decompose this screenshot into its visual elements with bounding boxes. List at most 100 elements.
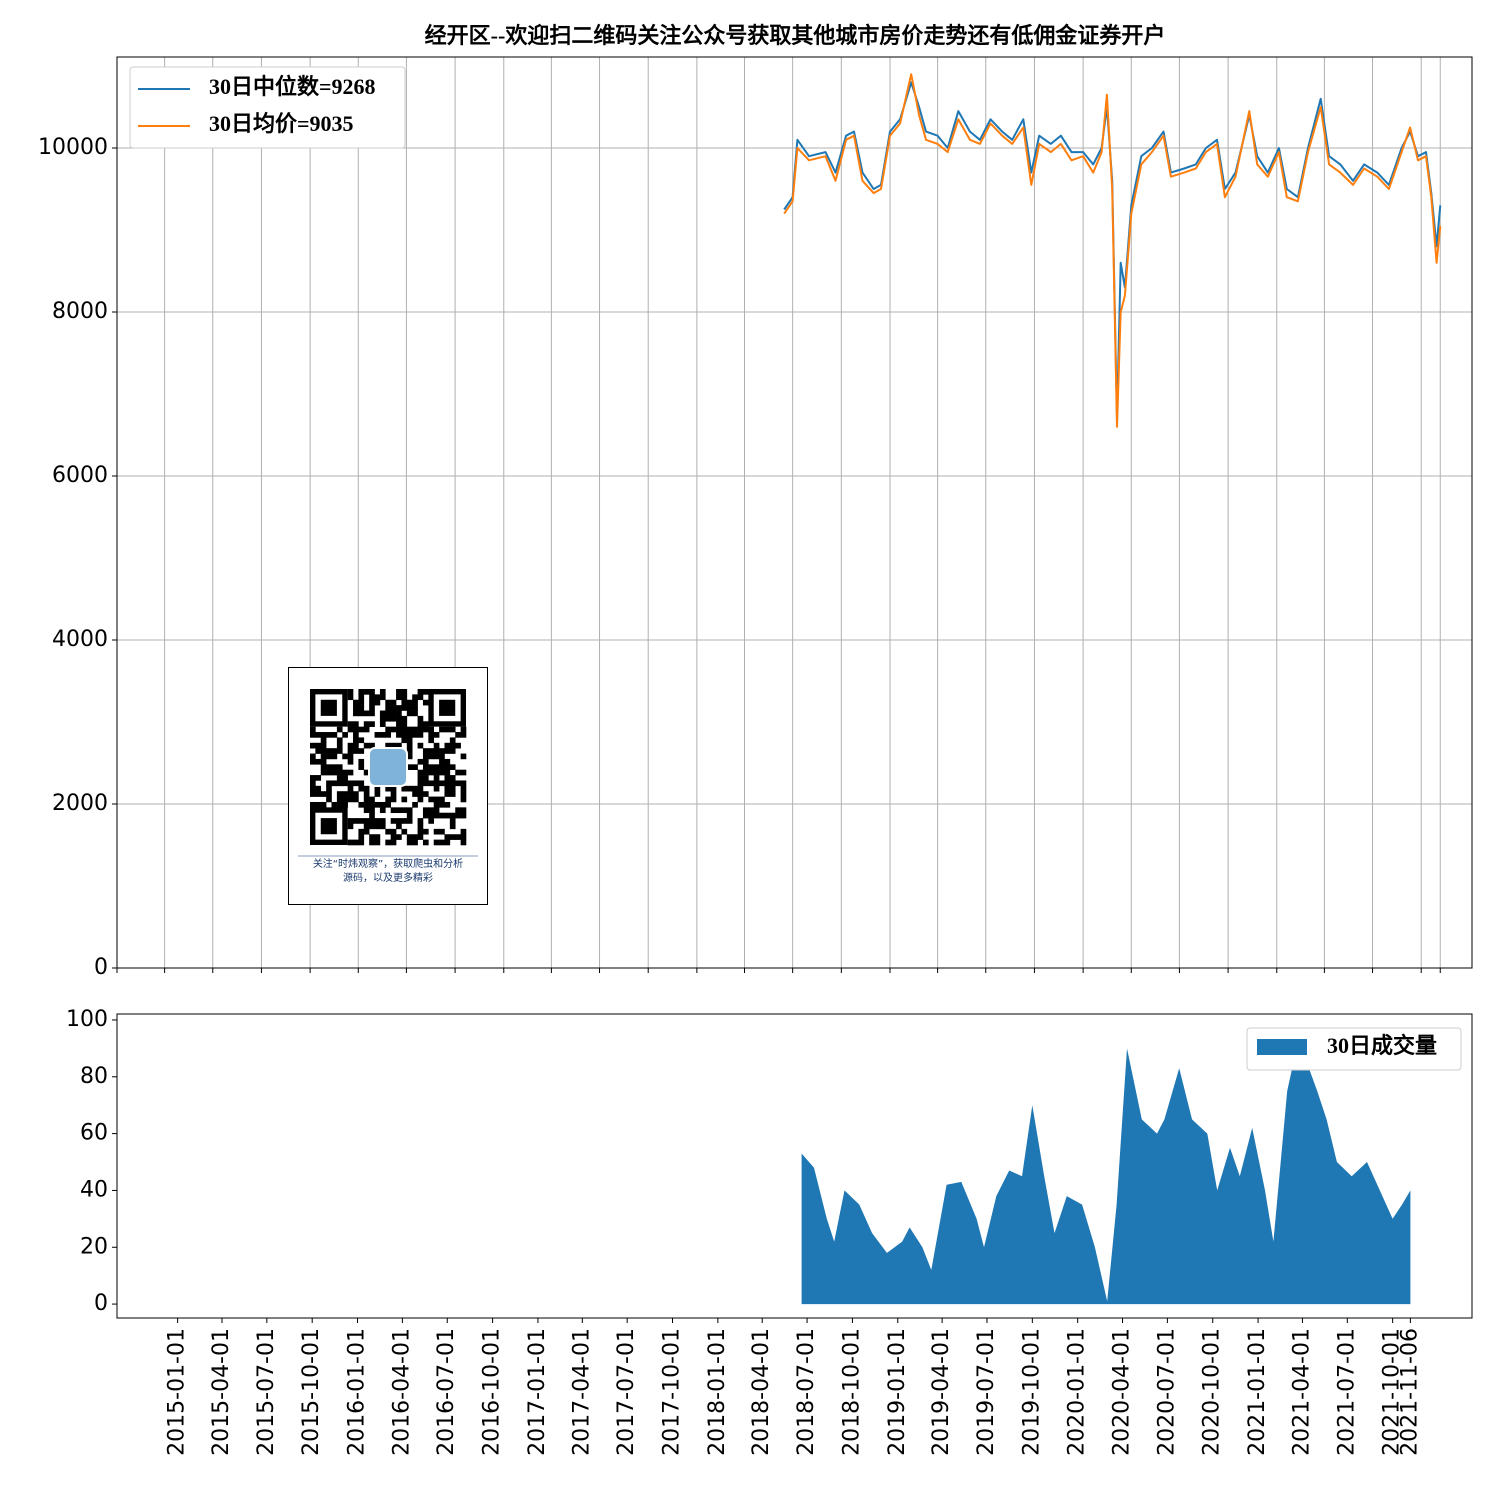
legend-frame [1246,1027,1462,1071]
qr-module [428,796,435,803]
qr-module [331,753,338,760]
y-tick-label: 6000 [52,463,108,488]
qr-module [422,775,429,781]
axes-frame [116,1013,1473,1319]
qr-module [358,705,365,711]
qr-module [331,764,338,770]
qr-module [358,834,365,840]
qr-module [449,737,456,744]
qr-module [379,721,386,727]
qr-module [358,758,365,765]
axes-frame [116,56,1473,969]
qr-module [320,758,327,765]
series-area [801,1048,1411,1305]
qr-module [358,828,365,835]
qr-module [401,699,408,706]
qr-module [433,748,440,754]
qr-module [320,742,327,749]
qr-module [401,818,408,824]
x-tick-label: 2021-07-01 [1334,1328,1359,1456]
qr-module [353,721,359,727]
qr-module [439,801,445,808]
x-tick-label: 2019-10-01 [1019,1328,1044,1456]
qr-module [315,785,322,792]
qr-module [449,742,456,749]
qr-module [460,753,467,760]
qr-module [406,807,413,814]
qr-module [406,710,413,717]
qr-module [412,699,418,706]
qr-module [433,769,440,776]
qr-module [336,780,343,787]
qr-module [336,748,343,754]
qr-module [347,839,354,846]
qr-module [369,796,375,803]
qr-module [342,753,348,760]
qr-module [412,801,418,808]
qr-caption: 源码，以及更多精彩 [343,871,433,884]
qr-module [455,769,461,776]
qr-module [412,732,418,738]
qr-module [422,812,429,819]
qr-module [406,764,413,770]
qr-module [326,796,332,803]
qr-module [336,775,343,781]
qr-module [369,689,375,695]
qr-module [390,791,397,797]
qr-module [347,823,354,830]
qr-module [347,726,354,733]
qr-module [363,828,370,835]
qr-module [396,742,402,749]
x-tick-label: 2015-01-01 [165,1328,190,1456]
qr-module [369,834,375,840]
y-tick-label: 0 [94,1291,108,1316]
qr-module [439,726,445,733]
qr-module [331,780,338,787]
y-tick-label: 8000 [52,299,108,324]
qr-module [433,775,440,781]
qr-module [396,710,402,717]
qr-module [390,818,397,824]
qr-module [412,839,418,846]
qr-module [374,694,381,701]
x-tick-label: 2019-07-01 [974,1328,999,1456]
qr-module [417,796,424,803]
qr-module [406,726,413,733]
qr-module [347,758,354,765]
qr-module [353,699,359,706]
qr-module [444,726,451,733]
qr-module [444,791,451,797]
qr-module [347,721,354,727]
x-tick-label: 2020-10-01 [1200,1328,1225,1456]
x-tick-label: 2015-04-01 [209,1328,234,1456]
qr-module [406,812,413,819]
qr-module [422,689,429,695]
qr-module [412,834,418,840]
qr-module [433,839,440,846]
qr-module [369,801,375,808]
x-tick-label: 2018-07-01 [794,1328,819,1456]
qr-module [342,775,348,781]
qr-module [422,828,429,835]
qr-module [449,764,456,770]
qr-module [422,769,429,776]
qr-module [310,780,316,787]
qr-module [363,818,370,824]
qr-module [331,801,338,808]
qr-finder [320,699,337,716]
qr-module [460,785,467,792]
qr-module [417,775,424,781]
qr-module [396,715,402,722]
qr-module [401,689,408,695]
qr-module [336,769,343,776]
x-tick-label: 2021-04-01 [1289,1328,1314,1456]
qr-module [347,694,354,701]
qr-module [385,796,391,803]
qr-module [379,807,386,814]
qr-module [369,710,375,717]
qr-module [390,742,397,749]
qr-module [460,780,467,787]
qr-module [347,742,354,749]
